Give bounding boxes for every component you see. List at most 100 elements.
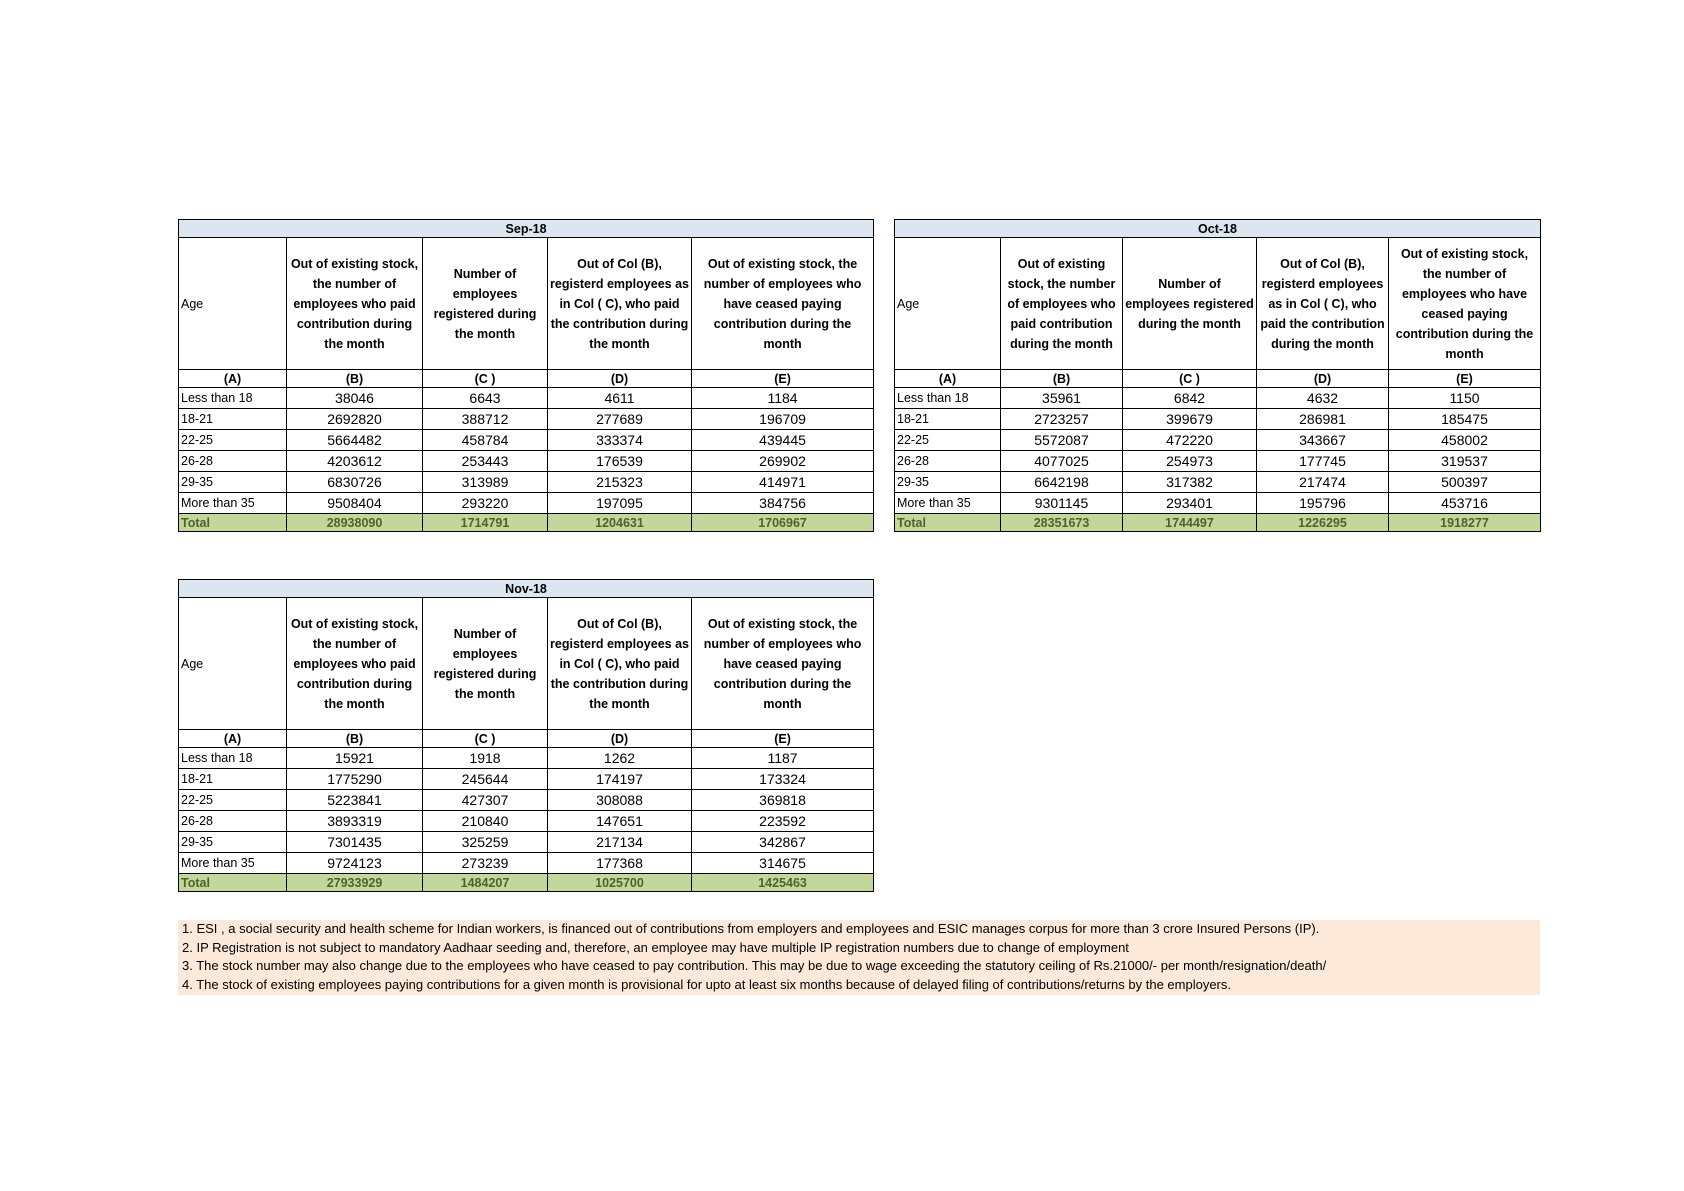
cell: 293401 <box>1122 492 1257 514</box>
cell: 217474 <box>1256 471 1389 493</box>
total-row: Total 28351673 1744497 1226295 1918277 <box>894 513 1541 532</box>
title-row: Oct-18 <box>894 219 1541 238</box>
column-header: Out of existing stock, the number of emp… <box>690 237 875 370</box>
cell: 5572087 <box>1000 429 1123 451</box>
data-row: Less than 18 15921 1918 1262 1187 <box>178 747 875 769</box>
cell: 273239 <box>422 852 548 874</box>
cell: 6842 <box>1122 387 1257 409</box>
age-label: 22-25 <box>178 429 287 451</box>
cell: 453716 <box>1388 492 1541 514</box>
age-label: 18-21 <box>178 768 287 790</box>
age-label: Less than 18 <box>178 747 287 769</box>
column-header: Out of existing stock, the number of emp… <box>690 597 875 730</box>
cell: 1775290 <box>286 768 423 790</box>
cell: 4632 <box>1256 387 1389 409</box>
age-label: Less than 18 <box>178 387 287 409</box>
cell: 210840 <box>422 810 548 832</box>
data-row: 18-21 2723257 399679 286981 185475 <box>894 408 1541 430</box>
column-letter: (C ) <box>422 369 548 388</box>
title-row: Sep-18 <box>177 219 875 238</box>
data-table: Sep-18 Age Out of existing stock, the numb… <box>177 219 875 532</box>
total-cell: 1226295 <box>1256 513 1389 532</box>
cell: 177745 <box>1256 450 1389 472</box>
note: 2. IP Registration is not subject to man… <box>182 939 1129 955</box>
column-header: Out of existing stock, the number of emp… <box>1388 237 1541 370</box>
cell: 35961 <box>1000 387 1123 409</box>
table-title: Oct-18 <box>894 219 1541 238</box>
cell: 197095 <box>547 492 692 514</box>
data-row: 29-35 6642198 317382 217474 500397 <box>894 471 1541 493</box>
column-letter: (B) <box>286 729 423 748</box>
cell: 185475 <box>1388 408 1541 430</box>
cell: 176539 <box>547 450 692 472</box>
cell: 414971 <box>690 471 875 493</box>
column-letter: (C ) <box>1122 369 1257 388</box>
age-label: 22-25 <box>178 789 287 811</box>
column-letter: (D) <box>547 369 692 388</box>
column-letter: (D) <box>547 729 692 748</box>
column-letter: (A) <box>894 369 1001 388</box>
age-label: 29-35 <box>894 471 1001 493</box>
cell: 293220 <box>422 492 548 514</box>
cell: 147651 <box>547 810 692 832</box>
total-cell: 1714791 <box>422 513 548 532</box>
cell: 196709 <box>690 408 875 430</box>
age-label: More than 35 <box>178 492 287 514</box>
data-row: 29-35 7301435 325259 217134 342867 <box>178 831 875 853</box>
cell: 6642198 <box>1000 471 1123 493</box>
column-header: Out of Col (B), registerd employees as i… <box>547 237 692 370</box>
data-row: Less than 18 35961 6842 4632 1150 <box>894 387 1541 409</box>
column-header: Out of existing stock, the number of emp… <box>286 237 423 370</box>
column-letter: (A) <box>178 369 287 388</box>
note: 1. ESI , a social security and health sc… <box>182 921 1320 936</box>
cell: 195796 <box>1256 492 1389 514</box>
data-row: 18-21 2692820 388712 277689 196709 <box>178 408 875 430</box>
column-letter: (B) <box>1000 369 1123 388</box>
data-row: 18-21 1775290 245644 174197 173324 <box>178 768 875 790</box>
cell: 4203612 <box>286 450 423 472</box>
total-row: Total 28938090 1714791 1204631 1706967 <box>178 513 875 532</box>
cell: 253443 <box>422 450 548 472</box>
total-cell: 1025700 <box>547 873 692 892</box>
age-label: 18-21 <box>178 408 287 430</box>
data-table: Oct-18 Age Out of existing stock, the numb… <box>894 219 1541 532</box>
total-label: Total <box>894 513 1001 532</box>
letter-row: (A) (B) (C ) (D) (E) <box>178 729 875 748</box>
total-cell: 27933929 <box>286 873 423 892</box>
cell: 277689 <box>547 408 692 430</box>
cell: 439445 <box>690 429 875 451</box>
cell: 177368 <box>547 852 692 874</box>
data-row: 26-28 4077025 254973 177745 319537 <box>894 450 1541 472</box>
column-header: Out of Col (B), registerd employees as i… <box>1256 237 1389 370</box>
column-header: Out of Col (B), registerd employees as i… <box>547 597 692 730</box>
cell: 5664482 <box>286 429 423 451</box>
column-letter: (D) <box>1256 369 1389 388</box>
cell: 6830726 <box>286 471 423 493</box>
cell: 1918 <box>422 747 548 769</box>
age-label: More than 35 <box>178 852 287 874</box>
column-header: Number of employees registered during th… <box>1122 237 1257 370</box>
total-cell: 28938090 <box>286 513 423 532</box>
age-label: 26-28 <box>178 450 287 472</box>
cell: 388712 <box>422 408 548 430</box>
cell: 2723257 <box>1000 408 1123 430</box>
data-row: 22-25 5223841 427307 308088 369818 <box>178 789 875 811</box>
total-cell: 28351673 <box>1000 513 1123 532</box>
age-label: 29-35 <box>178 471 287 493</box>
header-row: Age Out of existing stock, the number of … <box>178 237 875 370</box>
cell: 15921 <box>286 747 423 769</box>
cell: 173324 <box>690 768 875 790</box>
total-row: Total 27933929 1484207 1025700 1425463 <box>178 873 875 892</box>
cell: 174197 <box>547 768 692 790</box>
total-label: Total <box>178 513 287 532</box>
data-row: 22-25 5572087 472220 343667 458002 <box>894 429 1541 451</box>
note: 3. The stock number may also change due … <box>182 958 1327 974</box>
age-label: 29-35 <box>178 831 287 853</box>
cell: 458002 <box>1388 429 1541 451</box>
column-header: Number of employees registered during th… <box>422 597 548 730</box>
cell: 313989 <box>422 471 548 493</box>
cell: 7301435 <box>286 831 423 853</box>
data-row: 26-28 3893319 210840 147651 223592 <box>178 810 875 832</box>
data-row: 22-25 5664482 458784 333374 439445 <box>178 429 875 451</box>
data-row: 26-28 4203612 253443 176539 269902 <box>178 450 875 472</box>
